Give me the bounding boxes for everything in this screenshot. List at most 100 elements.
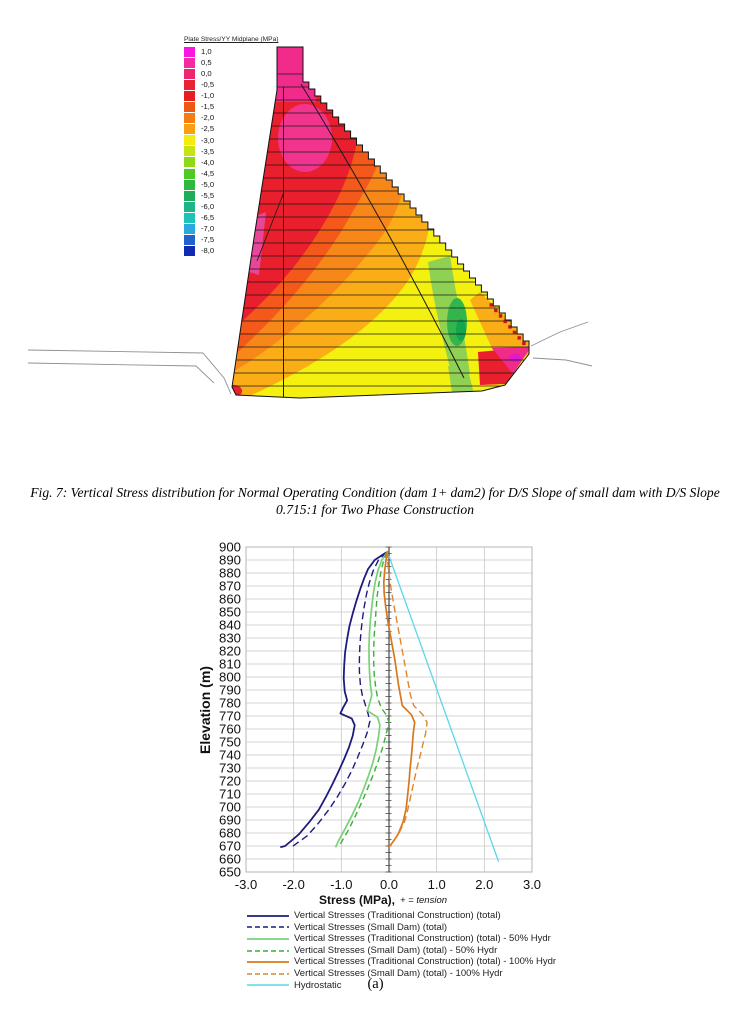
contour-color-swatch <box>184 224 195 235</box>
contour-color-swatch <box>184 246 195 257</box>
chart-legend-entry: Vertical Stresses (Small Dam) (total) - … <box>246 968 556 980</box>
contour-legend-entry: -4,0 <box>184 157 304 168</box>
series-vertical-stresses-small-dam-total-100-hydr <box>386 550 428 847</box>
contour-legend-entry: -4,5 <box>184 168 304 179</box>
chart-legend-entry: Vertical Stresses (Small Dam) (total) <box>246 922 556 934</box>
chart-legend-label: Vertical Stresses (Small Dam) (total) <box>294 921 448 933</box>
chart-legend-line-sample <box>247 949 289 952</box>
contour-color-swatch <box>184 113 195 124</box>
series-vertical-stresses-small-dam-total-50-hydr <box>339 551 390 846</box>
y-tick-label: 770 <box>219 709 241 724</box>
contour-color-swatch <box>184 190 195 201</box>
y-tick-label: 900 <box>219 540 241 555</box>
chart-legend-entry: Vertical Stresses (Traditional Construct… <box>246 956 556 968</box>
contour-legend-value: 1,0 <box>201 46 212 56</box>
chart-legend-label: Vertical Stresses (Small Dam) (total) - … <box>294 968 503 980</box>
y-axis-title: Elevation (m) <box>197 666 213 754</box>
y-tick-label: 860 <box>219 592 241 607</box>
contour-legend-entry: -1,0 <box>184 90 304 101</box>
contour-legend-value: -1,5 <box>201 102 215 112</box>
contour-legend-value: -1,0 <box>201 91 215 101</box>
y-tick-label: 800 <box>219 670 241 685</box>
ground-line-right-upper <box>530 321 589 347</box>
contour-legend: Plate Stress/YY Midplane (MPa) 1,0 0,5 0,0… <box>184 36 304 257</box>
x-tick-label: 2.0 <box>475 877 493 892</box>
chart-legend-label: Vertical Stresses (Traditional Construct… <box>294 933 551 945</box>
contour-color-swatch <box>184 79 195 90</box>
chart-legend-label: Vertical Stresses (Traditional Construct… <box>294 956 557 968</box>
y-tick-label: 660 <box>219 852 241 867</box>
y-tick-label: 760 <box>219 722 241 737</box>
chart-legend-line-sample <box>247 973 289 975</box>
contour-color-swatch <box>184 57 195 68</box>
y-tick-label: 650 <box>219 865 241 880</box>
chart-legend-label: Vertical Stresses (Small Dam) (total) - … <box>294 944 498 956</box>
y-tick-label: 730 <box>219 761 241 776</box>
y-tick-label: 850 <box>219 605 241 620</box>
contour-legend-entry: -2,5 <box>184 124 304 135</box>
contour-legend-entry: 0,0 <box>184 68 304 79</box>
contour-legend-entry: -0,5 <box>184 79 304 90</box>
contour-legend-value: -0,5 <box>201 80 215 90</box>
contour-color-swatch <box>184 201 195 212</box>
chart-legend-line-sample <box>247 926 289 929</box>
chart-legend-entry: Vertical Stresses (Traditional Construct… <box>246 933 556 945</box>
figure-caption-line1: Fig. 7: Vertical Stress distribution for… <box>30 485 720 500</box>
chart-legend-entry: Hydrostatic <box>246 980 556 992</box>
contour-legend-entry: -6,0 <box>184 201 304 212</box>
contour-legend-entry: -7,5 <box>184 235 304 246</box>
contour-legend-value: -7,5 <box>201 235 215 245</box>
y-tick-label: 750 <box>219 735 241 750</box>
x-tick-label: 1.0 <box>428 877 446 892</box>
chart-legend-line-sample <box>247 961 289 964</box>
figure-caption-line2: 0.715:1 for Two Phase Construction <box>276 502 474 518</box>
x-axis-title: Stress (MPa), <box>319 893 395 907</box>
contour-legend-entry: -3,0 <box>184 135 304 146</box>
chart-legend-entry: Vertical Stresses (Traditional Construct… <box>246 910 556 922</box>
contour-legend-value: 0,0 <box>201 68 212 78</box>
y-tick-label: 870 <box>219 579 241 594</box>
contour-legend-value: -7,0 <box>201 224 215 234</box>
contour-color-swatch <box>184 212 195 223</box>
y-tick-label: 690 <box>219 813 241 828</box>
figure-caption: Fig. 7: Vertical Stress distribution for… <box>25 484 725 519</box>
y-tick-label: 790 <box>219 683 241 698</box>
contour-color-swatch <box>184 135 195 146</box>
y-tick-label: 880 <box>219 566 241 581</box>
ground-line-left-upper <box>27 349 232 395</box>
stress-profile-chart: 9008908808708608508408308208108007907807… <box>197 540 541 908</box>
series-vertical-stresses-traditional-construction-total-100-hydr <box>382 550 416 848</box>
contour-color-swatch <box>184 179 195 190</box>
series-hydrostatic <box>388 555 500 862</box>
contour-legend-entry: -8,0 <box>184 246 304 257</box>
contour-color-swatch <box>184 146 195 157</box>
contour-legend-value: -6,0 <box>201 202 215 212</box>
series-vertical-stresses-traditional-construction-total <box>280 551 388 849</box>
series-vertical-stresses-traditional-construction-total-50-hydr <box>334 551 388 848</box>
contour-color-swatch <box>184 168 195 179</box>
contour-legend-value: -8,0 <box>201 246 215 256</box>
chart-legend-line-sample <box>247 984 289 987</box>
x-tick-label: 0.0 <box>380 877 398 892</box>
contour-legend-rows: 1,0 0,5 0,0 -0,5 -1,0 -1,5 -2,0 -2,5 -3,0 -3,5 -4,… <box>184 46 304 257</box>
chart-legend-line-sample <box>247 914 289 917</box>
y-tick-label: 720 <box>219 774 241 789</box>
y-tick-label: 820 <box>219 644 241 659</box>
y-tick-label: 680 <box>219 826 241 841</box>
contour-legend-entry: -5,0 <box>184 179 304 190</box>
contour-legend-value: -2,5 <box>201 124 215 134</box>
contour-color-swatch <box>184 90 195 101</box>
y-tick-label: 670 <box>219 839 241 854</box>
y-tick-label: 840 <box>219 618 241 633</box>
y-tick-label: 780 <box>219 696 241 711</box>
contour-legend-entry: -7,0 <box>184 224 304 235</box>
contour-legend-value: -5,5 <box>201 190 215 200</box>
contour-legend-value: -3,0 <box>201 135 215 145</box>
contour-legend-value: -6,5 <box>201 213 215 223</box>
chart-legend-label: Hydrostatic <box>294 979 342 991</box>
subfigure-label: (a) <box>367 976 384 992</box>
y-tick-label: 890 <box>219 553 241 568</box>
ground-line-right-lower <box>532 357 593 367</box>
contour-color-swatch <box>184 68 195 79</box>
